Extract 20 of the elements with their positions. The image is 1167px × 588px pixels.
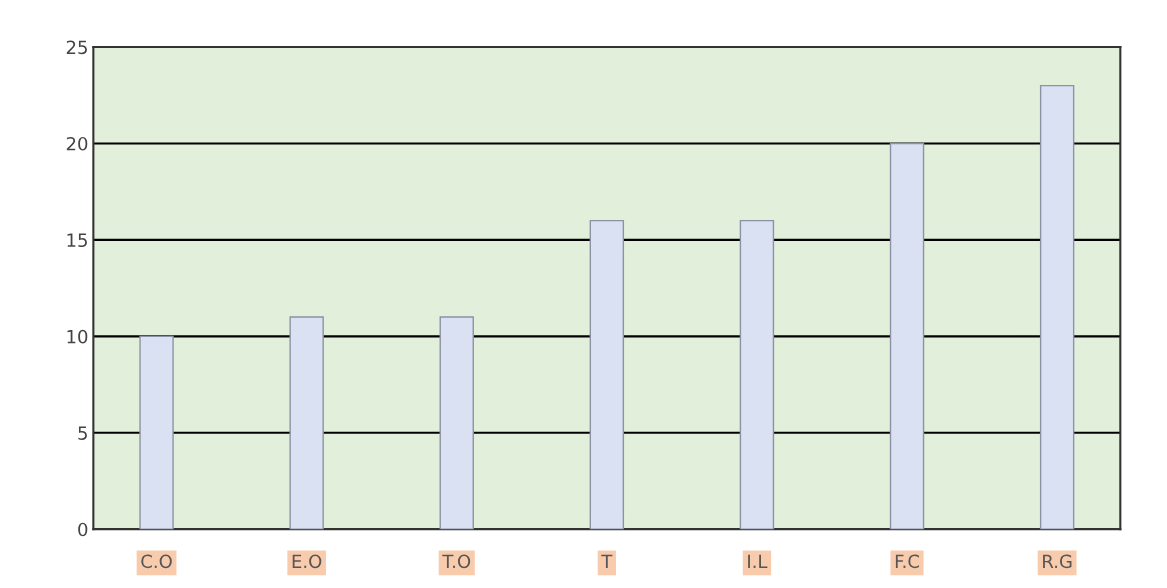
x-tick-label: E.O bbox=[292, 554, 322, 569]
x-tick-label: C.O bbox=[141, 554, 172, 569]
y-tick-label: 5 bbox=[78, 426, 87, 440]
bar bbox=[889, 142, 925, 530]
y-tick-label: 20 bbox=[66, 136, 88, 151]
bar bbox=[139, 335, 174, 530]
bar bbox=[739, 219, 775, 530]
x-tick-label: I.L bbox=[748, 554, 768, 568]
bar bbox=[289, 316, 324, 530]
x-tick-label: T bbox=[601, 554, 613, 568]
y-tick-label: 10 bbox=[67, 329, 88, 344]
y-tick-label: 0 bbox=[78, 522, 88, 537]
bar bbox=[439, 316, 474, 530]
y-tick-label: 25 bbox=[66, 40, 87, 55]
y-tick-label: 15 bbox=[67, 233, 87, 248]
bar bbox=[1039, 84, 1075, 530]
bar bbox=[589, 219, 625, 530]
x-tick-label: R.G bbox=[1043, 554, 1072, 569]
x-tick-label: T.O bbox=[442, 554, 471, 569]
x-tick-label: F.C bbox=[895, 554, 919, 569]
